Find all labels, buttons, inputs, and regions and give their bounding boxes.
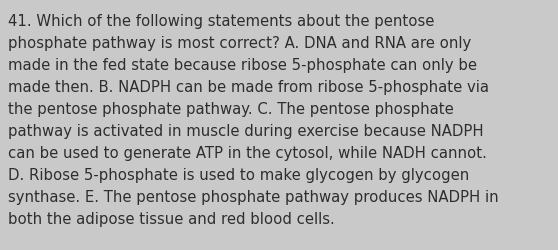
Text: made in the fed state because ribose 5-phosphate can only be: made in the fed state because ribose 5-p… [8, 58, 477, 73]
Text: phosphate pathway is most correct? A. DNA and RNA are only: phosphate pathway is most correct? A. DN… [8, 36, 472, 51]
Text: 41. Which of the following statements about the pentose: 41. Which of the following statements ab… [8, 14, 434, 29]
Text: D. Ribose 5-phosphate is used to make glycogen by glycogen: D. Ribose 5-phosphate is used to make gl… [8, 167, 469, 182]
Text: both the adipose tissue and red blood cells.: both the adipose tissue and red blood ce… [8, 211, 335, 226]
Text: can be used to generate ATP in the cytosol, while NADH cannot.: can be used to generate ATP in the cytos… [8, 146, 487, 160]
Text: made then. B. NADPH can be made from ribose 5-phosphate via: made then. B. NADPH can be made from rib… [8, 80, 489, 94]
Text: synthase. E. The pentose phosphate pathway produces NADPH in: synthase. E. The pentose phosphate pathw… [8, 189, 499, 204]
Text: the pentose phosphate pathway. C. The pentose phosphate: the pentose phosphate pathway. C. The pe… [8, 102, 454, 116]
Text: pathway is activated in muscle during exercise because NADPH: pathway is activated in muscle during ex… [8, 124, 484, 138]
